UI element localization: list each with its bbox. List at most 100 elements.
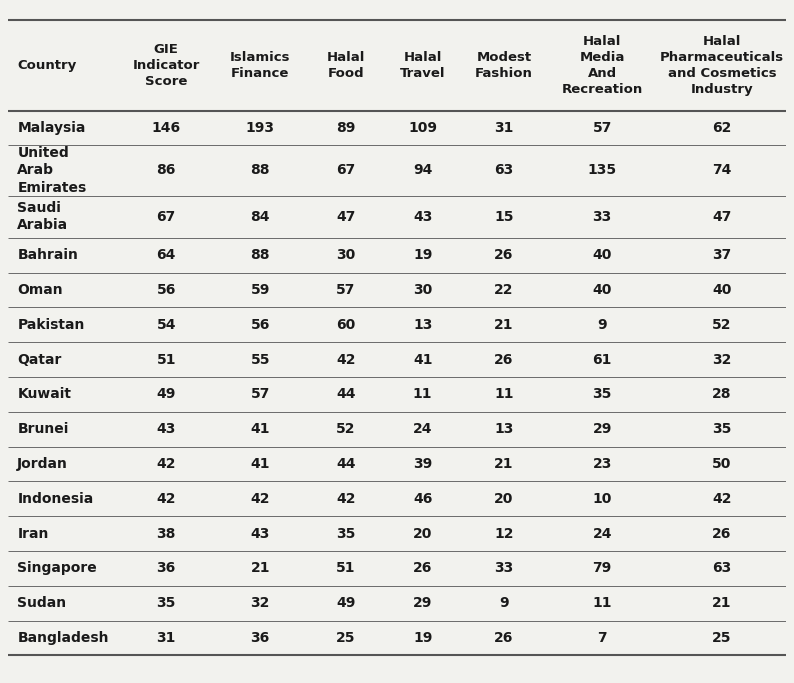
Text: 19: 19 [413, 631, 433, 645]
Text: 49: 49 [336, 596, 356, 610]
Text: 63: 63 [494, 163, 514, 178]
Text: 46: 46 [413, 492, 433, 506]
Text: 193: 193 [245, 121, 275, 135]
Text: 26: 26 [712, 527, 731, 541]
Text: 26: 26 [413, 561, 433, 575]
Text: 9: 9 [499, 596, 509, 610]
Text: Oman: Oman [17, 283, 63, 297]
Text: 43: 43 [413, 210, 433, 223]
Text: 9: 9 [597, 318, 607, 332]
Text: Sudan: Sudan [17, 596, 67, 610]
Text: 35: 35 [592, 387, 612, 402]
Text: 42: 42 [712, 492, 732, 506]
Text: 47: 47 [712, 210, 731, 223]
Text: Iran: Iran [17, 527, 48, 541]
Text: 24: 24 [413, 422, 433, 436]
Text: Islamics
Finance: Islamics Finance [230, 51, 291, 80]
Text: 42: 42 [250, 492, 270, 506]
Text: 11: 11 [592, 596, 612, 610]
Text: Halal
Pharmaceuticals
and Cosmetics
Industry: Halal Pharmaceuticals and Cosmetics Indu… [660, 35, 784, 96]
Text: 13: 13 [494, 422, 514, 436]
Text: Indonesia: Indonesia [17, 492, 94, 506]
Text: 56: 56 [156, 283, 175, 297]
Text: 21: 21 [494, 457, 514, 471]
Text: 11: 11 [413, 387, 433, 402]
Text: 32: 32 [712, 352, 731, 367]
Text: Kuwait: Kuwait [17, 387, 71, 402]
Text: Qatar: Qatar [17, 352, 62, 367]
Text: 43: 43 [250, 527, 270, 541]
Text: 55: 55 [250, 352, 270, 367]
Text: 26: 26 [494, 248, 514, 262]
Text: 51: 51 [156, 352, 176, 367]
Text: 21: 21 [494, 318, 514, 332]
Text: 38: 38 [156, 527, 175, 541]
Text: 89: 89 [336, 121, 356, 135]
Text: 37: 37 [712, 248, 731, 262]
Text: Malaysia: Malaysia [17, 121, 86, 135]
Text: 42: 42 [156, 457, 176, 471]
Text: Singapore: Singapore [17, 561, 97, 575]
Text: 31: 31 [156, 631, 175, 645]
Text: 84: 84 [250, 210, 270, 223]
Text: 25: 25 [712, 631, 732, 645]
Text: Modest
Fashion: Modest Fashion [475, 51, 533, 80]
Text: Halal
Media
And
Recreation: Halal Media And Recreation [561, 35, 643, 96]
Text: 44: 44 [336, 387, 356, 402]
Text: 7: 7 [597, 631, 607, 645]
Text: 62: 62 [712, 121, 731, 135]
Text: 60: 60 [336, 318, 356, 332]
Text: Saudi
Arabia: Saudi Arabia [17, 201, 68, 232]
Text: 33: 33 [592, 210, 612, 223]
Text: 29: 29 [592, 422, 612, 436]
Text: 146: 146 [152, 121, 181, 135]
Text: 10: 10 [592, 492, 612, 506]
Text: 51: 51 [336, 561, 356, 575]
Text: 35: 35 [336, 527, 356, 541]
Text: 64: 64 [156, 248, 175, 262]
Text: 39: 39 [413, 457, 432, 471]
Text: 20: 20 [413, 527, 433, 541]
Text: 32: 32 [250, 596, 270, 610]
Text: 24: 24 [592, 527, 612, 541]
Text: 23: 23 [592, 457, 612, 471]
Text: 36: 36 [251, 631, 270, 645]
Text: 12: 12 [494, 527, 514, 541]
Text: 35: 35 [156, 596, 175, 610]
Text: Jordan: Jordan [17, 457, 68, 471]
Text: 19: 19 [413, 248, 433, 262]
Text: 88: 88 [250, 163, 270, 178]
Text: 15: 15 [494, 210, 514, 223]
Text: 36: 36 [156, 561, 175, 575]
Text: 88: 88 [250, 248, 270, 262]
Text: GIE
Indicator
Score: GIE Indicator Score [133, 43, 200, 88]
Text: 56: 56 [250, 318, 270, 332]
Text: 57: 57 [336, 283, 356, 297]
Text: 13: 13 [413, 318, 433, 332]
Text: 54: 54 [156, 318, 176, 332]
Text: 42: 42 [336, 352, 356, 367]
Text: 86: 86 [156, 163, 175, 178]
Text: 40: 40 [592, 248, 612, 262]
Text: 52: 52 [712, 318, 732, 332]
Text: 11: 11 [494, 387, 514, 402]
Text: Bangladesh: Bangladesh [17, 631, 109, 645]
Text: Pakistan: Pakistan [17, 318, 85, 332]
Text: 57: 57 [592, 121, 612, 135]
Text: 47: 47 [336, 210, 356, 223]
Text: 94: 94 [413, 163, 433, 178]
Text: 30: 30 [336, 248, 356, 262]
Text: 21: 21 [712, 596, 732, 610]
Text: Halal
Food: Halal Food [326, 51, 365, 80]
Text: 44: 44 [336, 457, 356, 471]
Text: 41: 41 [413, 352, 433, 367]
Text: 52: 52 [336, 422, 356, 436]
Text: 22: 22 [494, 283, 514, 297]
Text: 67: 67 [156, 210, 175, 223]
Text: 59: 59 [250, 283, 270, 297]
Text: 26: 26 [494, 352, 514, 367]
Text: 25: 25 [336, 631, 356, 645]
Text: 42: 42 [336, 492, 356, 506]
Text: 50: 50 [712, 457, 731, 471]
Text: 31: 31 [494, 121, 514, 135]
